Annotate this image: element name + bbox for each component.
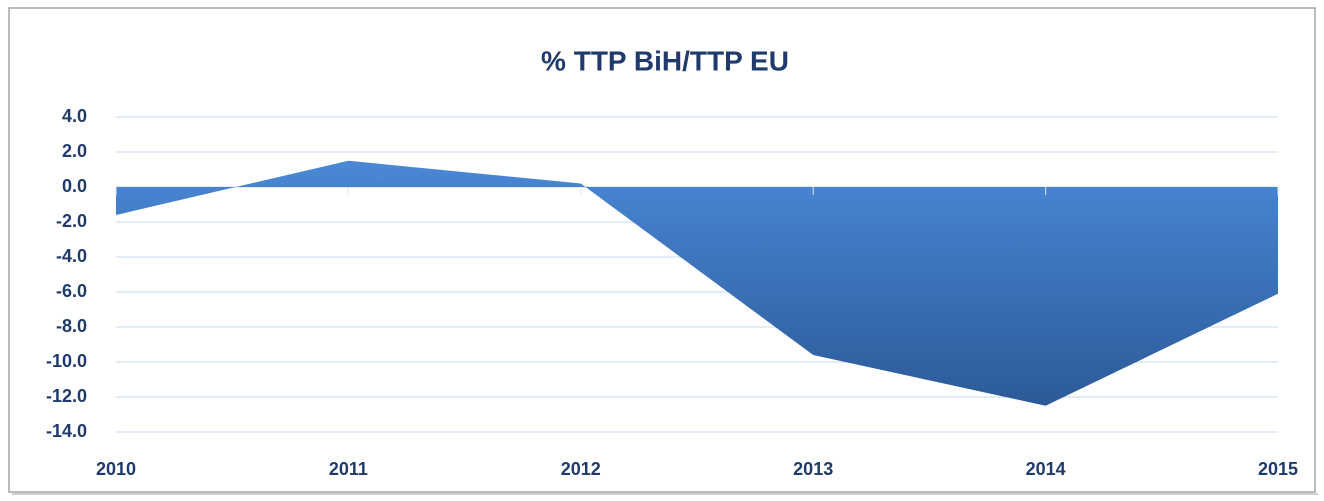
y-tick-label: -8.0 xyxy=(56,316,87,336)
x-tick-label: 2015 xyxy=(1258,459,1298,479)
area xyxy=(116,160,1278,406)
y-tick-label: -6.0 xyxy=(56,281,87,301)
y-tick-label: 0.0 xyxy=(62,176,87,196)
y-tick-label: -2.0 xyxy=(56,211,87,231)
chart-title: % TTP BiH/TTP EU xyxy=(541,45,789,76)
y-tick-label: 4.0 xyxy=(62,106,87,126)
y-tick-label: -4.0 xyxy=(56,246,87,266)
x-tick-label: 2011 xyxy=(329,459,368,479)
y-tick-label: -12.0 xyxy=(46,386,87,406)
x-tick-label: 2010 xyxy=(96,459,136,479)
y-tick-label: -14.0 xyxy=(46,421,87,441)
x-tick-label: 2014 xyxy=(1026,459,1066,479)
x-tick-label: 2013 xyxy=(793,459,833,479)
x-tick-label: 2012 xyxy=(561,459,601,479)
y-tick-label: -10.0 xyxy=(46,351,87,371)
y-tick-label: 2.0 xyxy=(62,141,87,161)
